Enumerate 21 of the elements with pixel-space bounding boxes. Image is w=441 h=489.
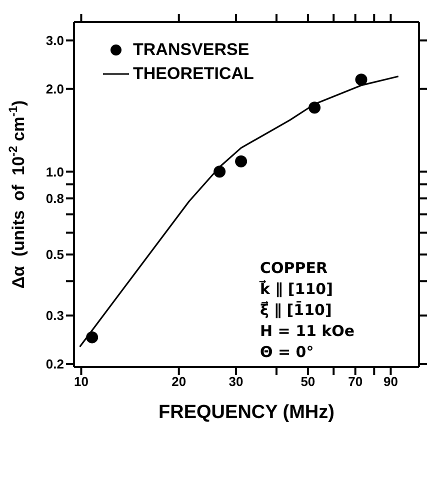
y-tick-label: 1.0 [46, 164, 64, 180]
text: ξ⃗ ∥ [1̄10] [260, 301, 332, 319]
y-tick-label: 0.5 [46, 247, 64, 262]
legend-label: THEORETICAL [133, 64, 254, 84]
x-tick-label: 20 [172, 374, 186, 390]
y-tick-label: 2.0 [46, 81, 64, 96]
x-tick-label: 90 [384, 374, 398, 390]
y-tick-label: 0.8 [46, 190, 64, 206]
x-tick-label: 10 [74, 374, 88, 390]
x-tick-label: 70 [348, 374, 363, 390]
y-tick-label: 3.0 [46, 33, 64, 48]
text: H = 11 kOe [260, 322, 355, 340]
x-tick-label: 50 [300, 374, 316, 390]
x-axis-title: FREQUENCY (MHz) [158, 402, 334, 423]
legend-label: TRANSVERSE [133, 40, 250, 60]
text: COPPER [260, 259, 328, 277]
text: k⃗ ∥ [110] [260, 280, 333, 298]
y-tick-label: 0.3 [46, 308, 64, 324]
x-tick-label: 30 [228, 374, 244, 390]
text: Θ = 0° [260, 343, 314, 361]
y-tick-label: 0.2 [46, 356, 64, 372]
